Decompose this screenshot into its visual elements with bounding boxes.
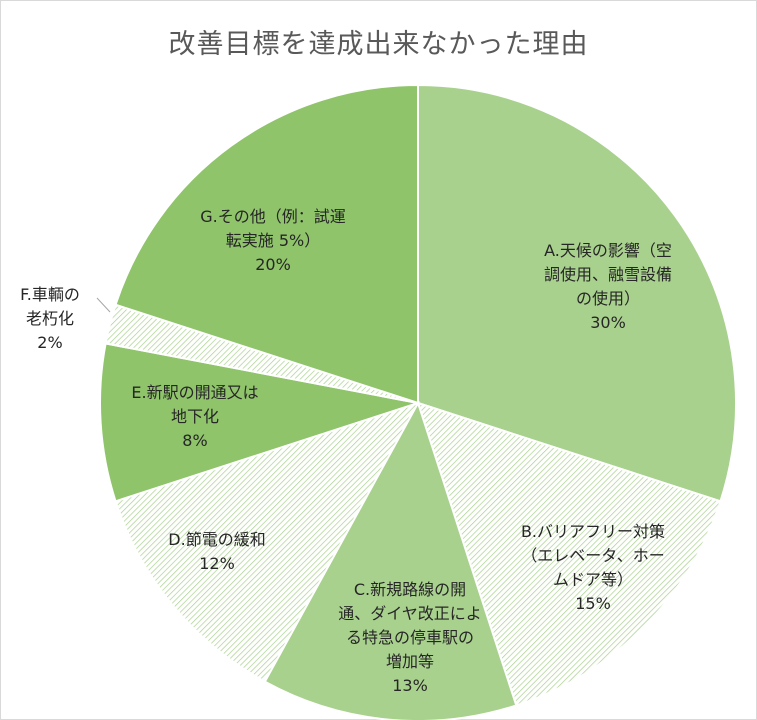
slice-e-line-1: E.新駅の開通又は [131,383,259,402]
slice-f-pct: 2% [37,333,63,352]
slice-b-line-1: B.バリアフリー対策 [520,522,666,541]
chart-title: 改善目標を達成出来なかった理由 [168,29,589,60]
slice-label-c: C.新規路線の開 通、ダイヤ改正によ る特急の停車駅の 増加等 13% [305,578,515,698]
slice-a-pct: 30% [590,313,626,332]
slice-a-line-1: A.天候の影響（空 [544,241,672,260]
slice-label-g: G.その他（例：試運 転実施 5%） 20% [168,205,378,277]
slice-d-pct: 12% [199,554,235,573]
slice-g-line-2: 転実施 5%） [225,231,321,250]
slice-e-pct: 8% [182,431,208,450]
pie-slice-g [114,83,419,405]
slice-a-line-3: の使用） [575,289,640,308]
slice-label-a: A.天候の影響（空 調使用、融雪設備 の使用） 30% [503,239,713,335]
slice-d-line-1: D.節電の緩和 [168,530,266,549]
slice-c-pct: 13% [392,676,428,695]
slice-c-line-2: 通、ダイヤ改正によ [338,604,482,623]
slice-g-pct: 20% [255,255,291,274]
slice-b-line-3: ムドア等） [552,570,633,589]
slice-label-b: B.バリアフリー対策 （エレベータ、ホー ムドア等） 15% [488,520,698,616]
slice-label-f: F.車輌の 老朽化 2% [0,283,100,355]
pie-slice-e [99,342,419,503]
slice-f-line-1: F.車輌の [20,285,80,304]
leader-line-f [96,297,111,313]
slice-c-line-4: 増加等 [385,652,434,671]
slice-label-d: D.節電の緩和 12% [142,528,292,576]
slice-g-line-1: G.その他（例：試運 [200,207,346,226]
slice-c-line-1: C.新規路線の開 [353,580,467,599]
slice-b-pct: 15% [575,594,611,613]
slice-b-line-2: （エレベータ、ホー [521,546,665,565]
pie-slice-d [114,401,421,684]
slice-label-e: E.新駅の開通又は 地下化 8% [100,381,290,453]
slice-f-line-2: 老朽化 [25,309,74,328]
slice-e-line-2: 地下化 [170,407,219,426]
slice-a-line-2: 調使用、融雪設備 [543,265,672,284]
pie-slice-b [416,401,722,707]
slice-c-line-3: る特急の停車駅の [345,628,474,647]
pie-slice-a [417,83,737,503]
